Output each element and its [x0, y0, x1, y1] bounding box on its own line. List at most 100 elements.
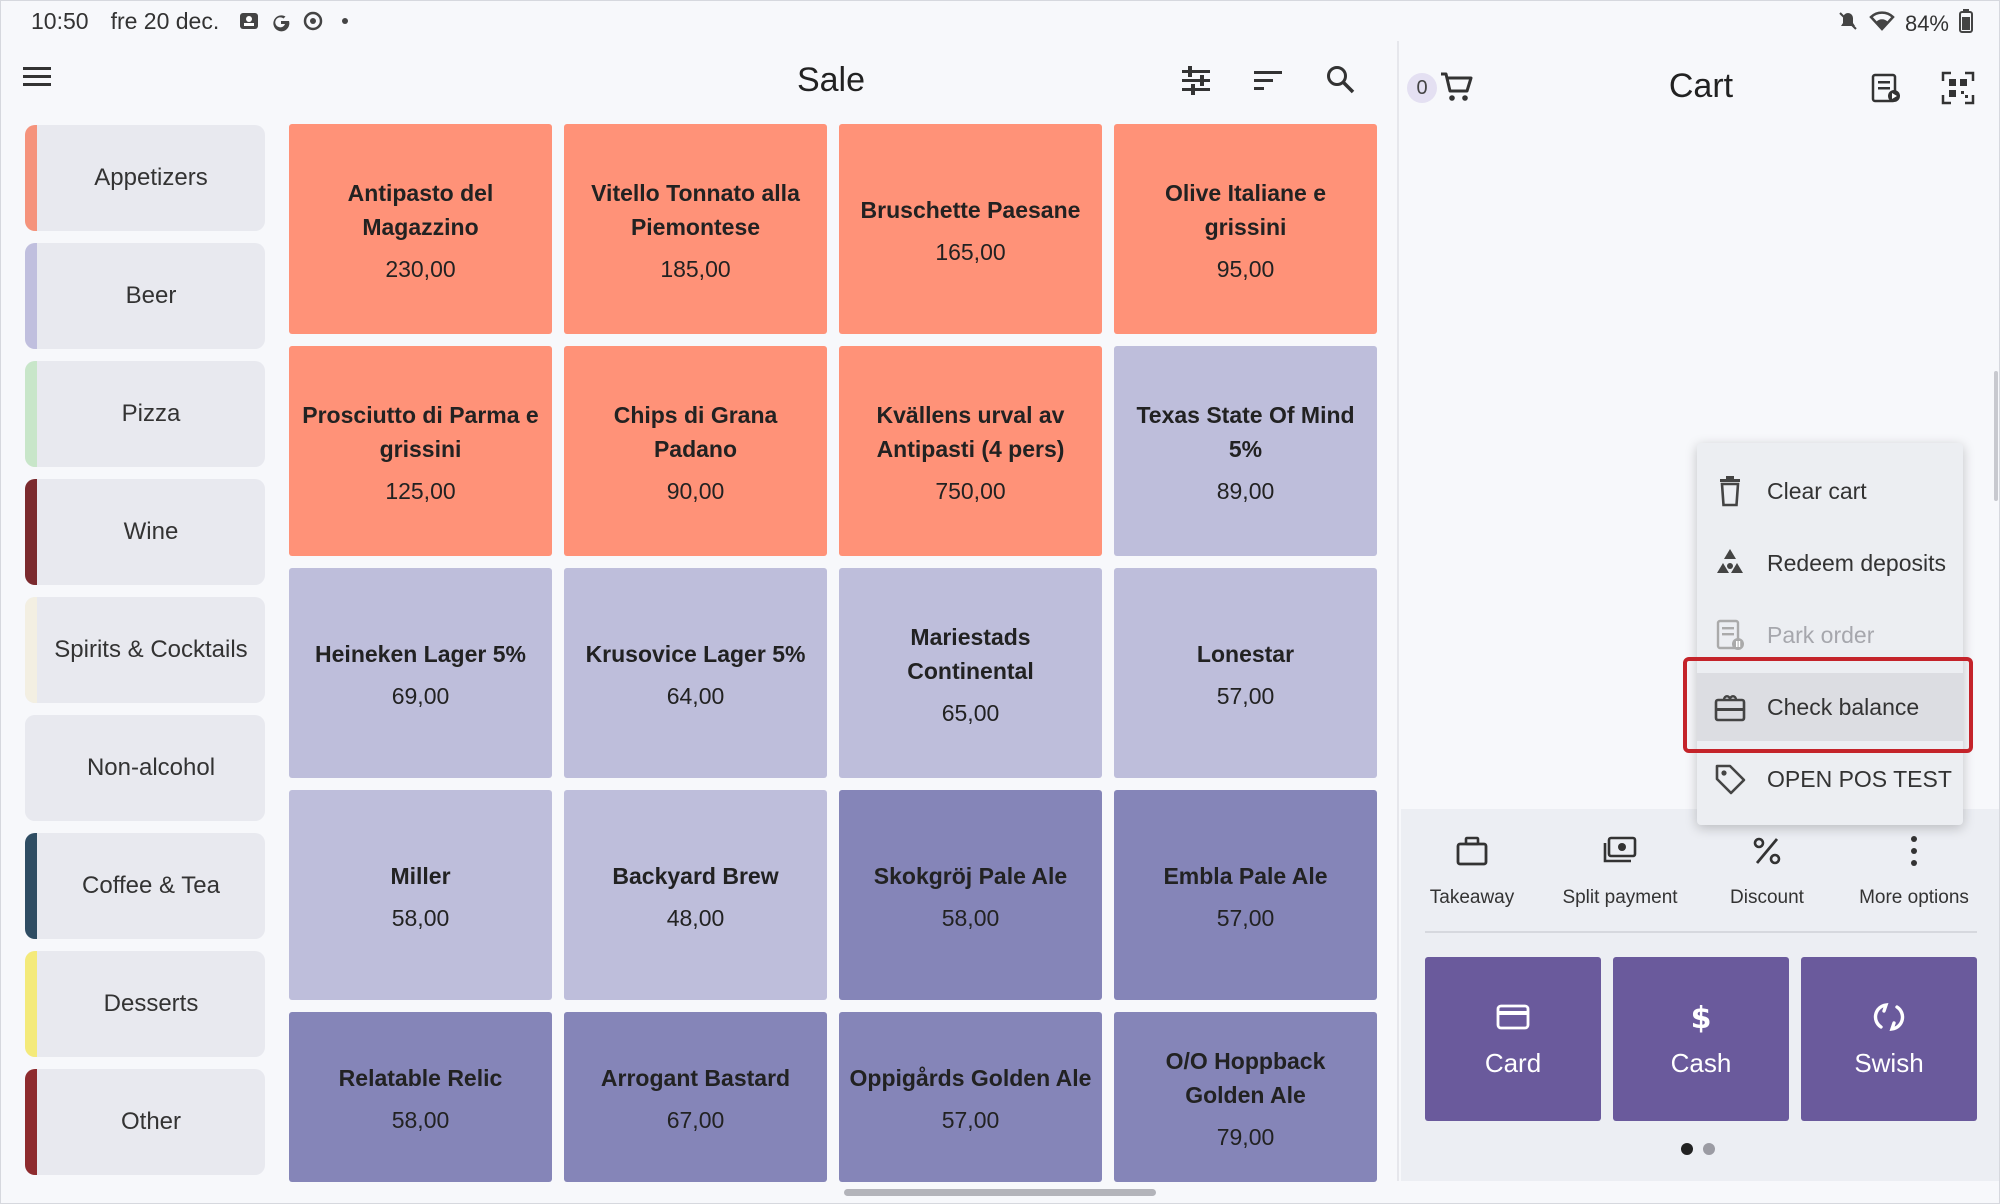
product-tile[interactable]: Bruschette Paesane 165,00 — [839, 124, 1102, 334]
product-tile[interactable]: Oppigårds Golden Ale 57,00 — [839, 1012, 1102, 1182]
product-name: Skokgröj Pale Ale — [873, 862, 1068, 889]
pay-card-button[interactable]: Card — [1425, 957, 1601, 1121]
google-icon — [269, 9, 293, 33]
category-pizza[interactable]: Pizza — [25, 361, 265, 467]
payment-label: Cash — [1670, 1047, 1732, 1078]
product-tile[interactable]: Texas State Of Mind 5% 89,00 — [1114, 346, 1377, 556]
product-tile[interactable]: Arrogant Bastard 67,00 — [564, 1012, 827, 1182]
product-tile[interactable]: Chips di Grana Padano 90,00 — [564, 346, 827, 556]
category-label: Appetizers — [94, 164, 208, 191]
percent-icon — [1749, 833, 1785, 869]
category-color-bar — [25, 597, 37, 703]
action-label: Takeaway — [1429, 887, 1515, 908]
product-price: 750,00 — [935, 477, 1006, 504]
product-name: Vitello Tonnato alla Piemontese — [591, 179, 800, 240]
product-tile[interactable]: Miller 58,00 — [289, 790, 552, 1000]
category-wine[interactable]: Wine — [25, 479, 265, 585]
product-name: Krusovice Lager 5% — [585, 640, 806, 667]
category-label: Pizza — [121, 400, 181, 427]
product-name: Miller — [390, 862, 451, 889]
gesture-home-bar[interactable] — [844, 1189, 1156, 1196]
more-vertical-icon — [1896, 833, 1932, 869]
product-price: 230,00 — [385, 255, 456, 282]
receipt-button[interactable] — [1869, 71, 1903, 105]
more-options-button[interactable]: More options — [1839, 833, 1989, 909]
menu-item-clear-cart[interactable]: Clear cart — [1697, 457, 1963, 525]
category-desserts[interactable]: Desserts — [25, 951, 265, 1057]
receipt-icon — [1871, 73, 1900, 103]
product-tile[interactable]: Prosciutto di Parma e grissini 125,00 — [289, 346, 552, 556]
product-price: 69,00 — [391, 682, 450, 709]
qr-scan-button[interactable] — [1941, 71, 1975, 105]
product-tile[interactable]: Skokgröj Pale Ale 58,00 — [839, 790, 1102, 1000]
product-tile[interactable]: O/O Hoppback Golden Ale 79,00 — [1114, 1012, 1377, 1182]
product-tile[interactable]: Kvällens urval av Antipasti (4 pers) 750,… — [839, 346, 1102, 556]
product-tile[interactable]: Krusovice Lager 5% 64,00 — [564, 568, 827, 778]
search-button[interactable] — [1323, 63, 1359, 99]
category-other[interactable]: Other — [25, 1069, 265, 1175]
menu-item-label: Check balance — [1767, 693, 1920, 720]
product-tile[interactable]: Relatable Relic 58,00 — [289, 1012, 552, 1182]
product-tile[interactable]: Embla Pale Ale 57,00 — [1114, 790, 1377, 1000]
menu-item-redeem-deposits[interactable]: Redeem deposits — [1697, 529, 1963, 597]
menu-item-label: Park order — [1767, 621, 1875, 648]
product-tile[interactable]: Vitello Tonnato alla Piemontese 185,00 — [564, 124, 827, 334]
product-name: Backyard Brew — [612, 862, 779, 889]
page-dot[interactable] — [1703, 1143, 1715, 1155]
action-label: More options — [1859, 887, 1969, 908]
product-name: Antipasto del Magazzino — [347, 179, 494, 240]
category-non-alcohol[interactable]: Non-alcohol — [25, 715, 265, 821]
takeaway-button[interactable]: Takeaway — [1397, 833, 1547, 909]
product-price: 58,00 — [941, 904, 1000, 931]
product-tile[interactable]: Lonestar 57,00 — [1114, 568, 1377, 778]
product-price: 89,00 — [1216, 477, 1275, 504]
split-payment-button[interactable]: Split payment — [1545, 833, 1695, 909]
menu-item-check-balance[interactable]: Check balance — [1697, 673, 1963, 741]
briefcase-icon — [1454, 833, 1490, 869]
park-order-icon — [1713, 618, 1747, 652]
trash-icon — [1713, 474, 1747, 508]
category-color-bar — [25, 125, 37, 231]
product-price: 48,00 — [666, 904, 725, 931]
payment-label: Card — [1484, 1047, 1542, 1078]
category-color-bar — [25, 951, 37, 1057]
credit-card-icon — [1496, 1000, 1530, 1034]
product-name: Lonestar — [1196, 640, 1295, 667]
product-name: Relatable Relic — [338, 1064, 503, 1091]
scrollbar[interactable] — [1994, 371, 1998, 501]
product-tile[interactable]: Olive Italiane e grissini 95,00 — [1114, 124, 1377, 334]
filter-button[interactable] — [1179, 63, 1215, 99]
product-price: 165,00 — [935, 238, 1006, 265]
pay-swish-button[interactable]: Swish — [1801, 957, 1977, 1121]
product-tile[interactable]: Antipasto del Magazzino 230,00 — [289, 124, 552, 334]
category-label: Desserts — [103, 990, 199, 1017]
svg-text:$: $ — [1691, 1001, 1712, 1034]
status-notification-icons — [237, 9, 357, 33]
product-tile[interactable]: Backyard Brew 48,00 — [564, 790, 827, 1000]
category-beer[interactable]: Beer — [25, 243, 265, 349]
hamburger-menu-button[interactable] — [21, 61, 53, 93]
cart-button[interactable] — [1439, 69, 1475, 105]
pay-cash-button[interactable]: $ Cash — [1613, 957, 1789, 1121]
wifi-icon — [1869, 10, 1895, 38]
product-tile[interactable]: Heineken Lager 5% 69,00 — [289, 568, 552, 778]
product-tile[interactable]: Mariestads Continental 65,00 — [839, 568, 1102, 778]
dot-icon — [333, 9, 357, 33]
recycle-icon — [1713, 546, 1747, 580]
product-price: 58,00 — [391, 904, 450, 931]
product-price: 79,00 — [1216, 1123, 1275, 1150]
sort-button[interactable] — [1251, 63, 1287, 99]
menu-item-label: OPEN POS TEST — [1767, 765, 1952, 792]
category-color-bar — [25, 243, 37, 349]
cart-icon — [1441, 72, 1473, 101]
category-spirits-cocktails[interactable]: Spirits & Cocktails — [25, 597, 265, 703]
discount-button[interactable]: Discount — [1692, 833, 1842, 909]
product-price: 90,00 — [666, 477, 725, 504]
menu-item-open-pos-test[interactable]: OPEN POS TEST — [1697, 745, 1963, 813]
page-title: Sale — [796, 61, 866, 99]
page-dot[interactable] — [1681, 1143, 1693, 1155]
category-appetizers[interactable]: Appetizers — [25, 125, 265, 231]
category-coffee-tea[interactable]: Coffee & Tea — [25, 833, 265, 939]
gift-card-icon — [1713, 690, 1747, 724]
